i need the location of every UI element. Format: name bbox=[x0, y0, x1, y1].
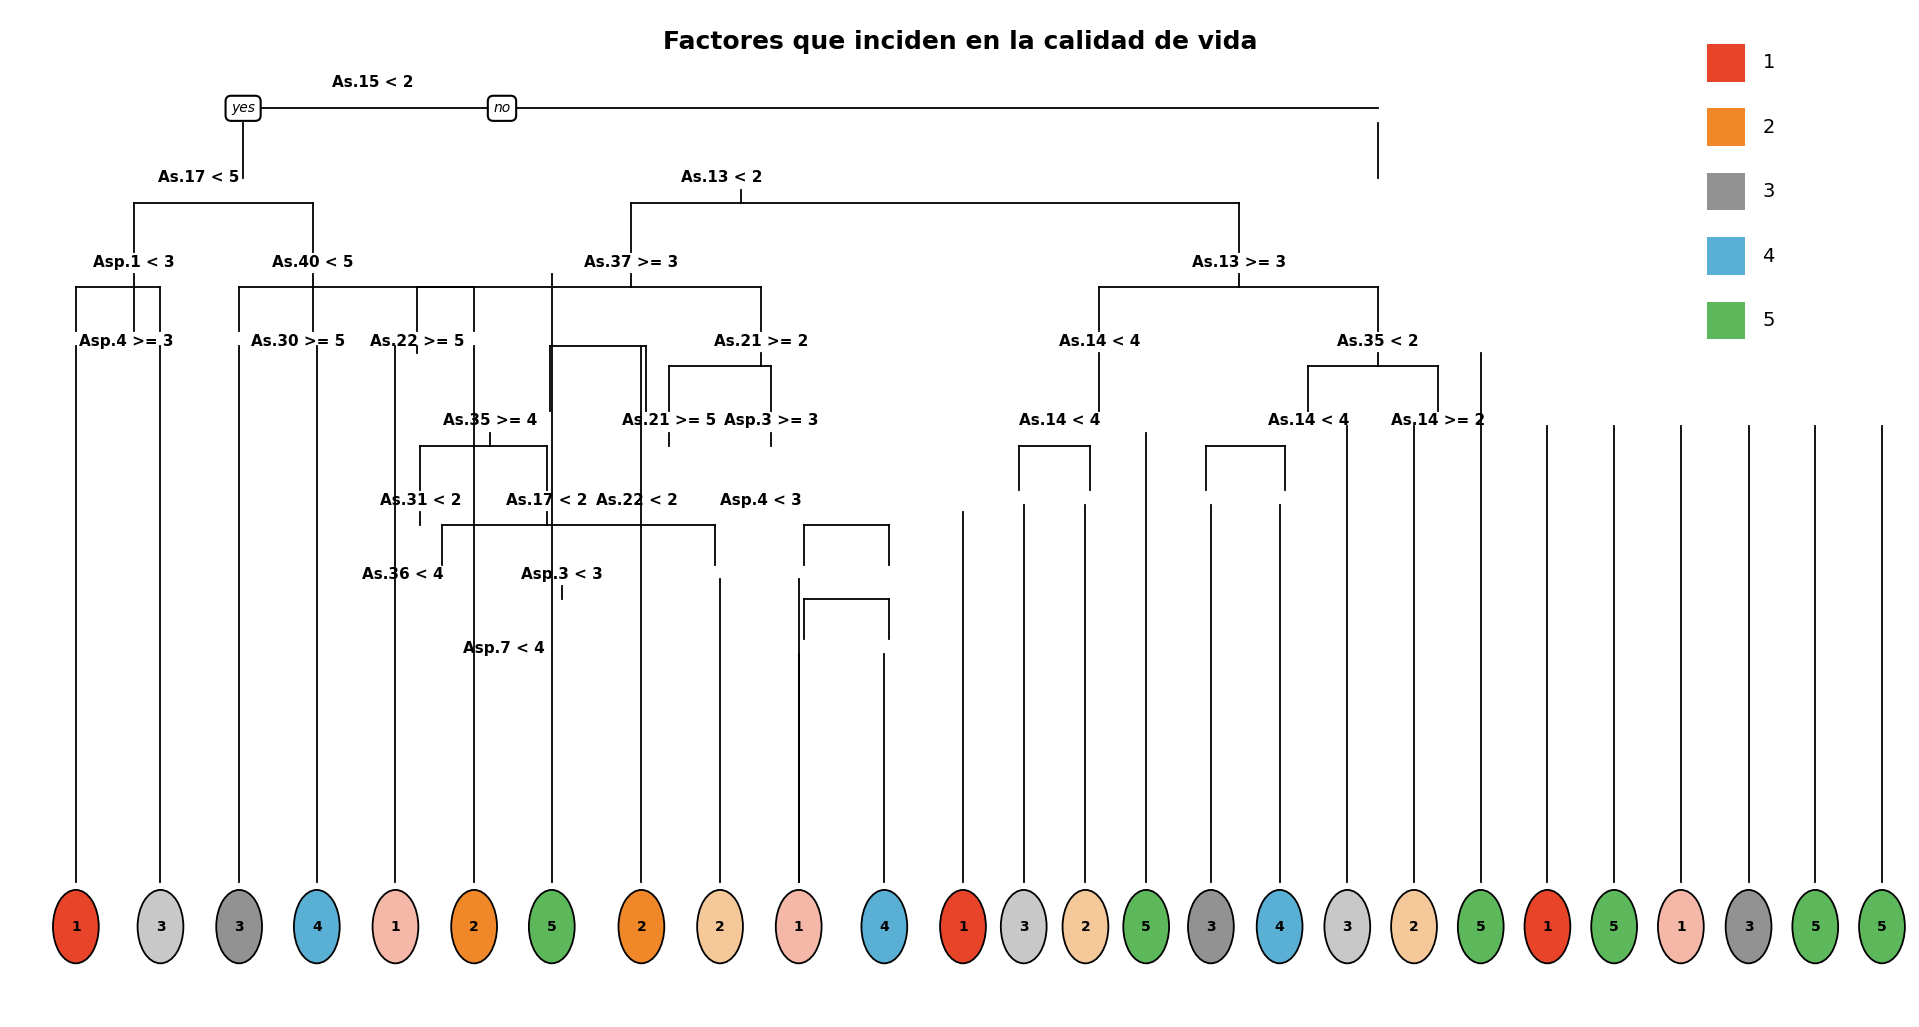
Bar bbox=[1706, 302, 1744, 340]
Text: 4: 4 bbox=[313, 919, 322, 934]
Ellipse shape bbox=[1591, 890, 1637, 963]
Bar bbox=[1706, 108, 1744, 146]
Ellipse shape bbox=[775, 890, 821, 963]
Text: As.14 < 4: As.14 < 4 bbox=[1268, 413, 1349, 428]
Ellipse shape bbox=[372, 890, 418, 963]
Ellipse shape bbox=[1123, 890, 1169, 963]
Text: As.15 < 2: As.15 < 2 bbox=[332, 75, 413, 90]
Text: 2: 2 bbox=[1762, 118, 1775, 137]
Text: 1: 1 bbox=[958, 919, 967, 934]
Text: Asp.4 >= 3: Asp.4 >= 3 bbox=[79, 334, 173, 349]
Ellipse shape bbox=[1792, 890, 1838, 963]
Text: As.14 >= 2: As.14 >= 2 bbox=[1391, 413, 1485, 428]
Text: 4: 4 bbox=[1762, 246, 1775, 266]
Text: 3: 3 bbox=[155, 919, 165, 934]
Text: As.31 < 2: As.31 < 2 bbox=[380, 493, 461, 507]
Text: 2: 2 bbox=[470, 919, 480, 934]
Text: 3: 3 bbox=[1205, 919, 1217, 934]
Text: As.30 >= 5: As.30 >= 5 bbox=[251, 334, 345, 349]
Ellipse shape bbox=[1458, 890, 1504, 963]
Ellipse shape bbox=[1188, 890, 1234, 963]
Text: As.14 < 4: As.14 < 4 bbox=[1059, 334, 1140, 349]
Ellipse shape bbox=[1391, 890, 1437, 963]
Text: As.14 < 4: As.14 < 4 bbox=[1019, 413, 1100, 428]
Ellipse shape bbox=[1860, 890, 1906, 963]
Text: As.21 >= 2: As.21 >= 2 bbox=[714, 334, 808, 349]
Ellipse shape bbox=[1725, 890, 1771, 963]
Text: 4: 4 bbox=[1274, 919, 1284, 934]
Text: As.21 >= 5: As.21 >= 5 bbox=[622, 413, 716, 428]
Text: 1: 1 bbox=[391, 919, 401, 934]
Ellipse shape bbox=[530, 890, 574, 963]
Text: 5: 5 bbox=[1476, 919, 1485, 934]
Text: Factores que inciden en la calidad de vida: Factores que inciden en la calidad de vi… bbox=[662, 30, 1257, 53]
Text: As.36 < 4: As.36 < 4 bbox=[361, 567, 443, 582]
Text: 3: 3 bbox=[234, 919, 244, 934]
Text: As.22 >= 5: As.22 >= 5 bbox=[370, 334, 464, 349]
Ellipse shape bbox=[217, 890, 263, 963]
Text: As.22 < 2: As.22 < 2 bbox=[597, 493, 677, 507]
Text: As.40 < 5: As.40 < 5 bbox=[272, 255, 353, 269]
Text: 2: 2 bbox=[637, 919, 647, 934]
Ellipse shape bbox=[1658, 890, 1704, 963]
Text: 1: 1 bbox=[71, 919, 81, 934]
Ellipse shape bbox=[138, 890, 184, 963]
Text: As.35 < 2: As.35 < 2 bbox=[1338, 334, 1418, 349]
Text: As.35 >= 4: As.35 >= 4 bbox=[443, 413, 537, 428]
Ellipse shape bbox=[1324, 890, 1370, 963]
Text: 5: 5 bbox=[1142, 919, 1151, 934]
Text: 5: 5 bbox=[1762, 311, 1775, 330]
Ellipse shape bbox=[54, 890, 98, 963]
Text: 1: 1 bbox=[794, 919, 804, 934]
Text: 5: 5 bbox=[1810, 919, 1819, 934]
Text: 1: 1 bbox=[1543, 919, 1552, 934]
Text: 1: 1 bbox=[1762, 53, 1775, 72]
Ellipse shape bbox=[618, 890, 664, 963]
Text: 3: 3 bbox=[1019, 919, 1029, 934]
Text: 1: 1 bbox=[1675, 919, 1685, 934]
Text: 5: 5 bbox=[1610, 919, 1620, 934]
Ellipse shape bbox=[1257, 890, 1303, 963]
Text: 3: 3 bbox=[1762, 182, 1775, 201]
Bar bbox=[1706, 237, 1744, 275]
Ellipse shape bbox=[1002, 890, 1046, 963]
Ellipse shape bbox=[1524, 890, 1570, 963]
Text: As.13 >= 3: As.13 >= 3 bbox=[1192, 255, 1286, 269]
Text: 2: 2 bbox=[1409, 919, 1418, 934]
Ellipse shape bbox=[294, 890, 340, 963]
Bar bbox=[1706, 44, 1744, 81]
Bar bbox=[1706, 173, 1744, 211]
Text: 4: 4 bbox=[879, 919, 888, 934]
Ellipse shape bbox=[1063, 890, 1109, 963]
Text: 2: 2 bbox=[716, 919, 725, 934]
Text: 3: 3 bbox=[1343, 919, 1353, 934]
Text: Asp.1 < 3: Asp.1 < 3 bbox=[92, 255, 175, 269]
Text: Asp.3 < 3: Asp.3 < 3 bbox=[520, 567, 603, 582]
Ellipse shape bbox=[451, 890, 497, 963]
Text: 2: 2 bbox=[1080, 919, 1090, 934]
Text: As.37 >= 3: As.37 >= 3 bbox=[583, 255, 679, 269]
Text: As.17 < 5: As.17 < 5 bbox=[159, 170, 240, 185]
Text: Asp.3 >= 3: Asp.3 >= 3 bbox=[723, 413, 817, 428]
Text: As.17 < 2: As.17 < 2 bbox=[507, 493, 587, 507]
Text: Asp.4 < 3: Asp.4 < 3 bbox=[720, 493, 802, 507]
Text: Asp.7 < 4: Asp.7 < 4 bbox=[462, 642, 545, 656]
Text: no: no bbox=[493, 102, 510, 115]
Text: 3: 3 bbox=[1744, 919, 1754, 934]
Text: 5: 5 bbox=[547, 919, 557, 934]
Ellipse shape bbox=[940, 890, 986, 963]
Text: As.13 < 2: As.13 < 2 bbox=[681, 170, 762, 185]
Text: 5: 5 bbox=[1877, 919, 1886, 934]
Ellipse shape bbox=[862, 890, 908, 963]
Ellipse shape bbox=[697, 890, 743, 963]
Text: yes: yes bbox=[230, 102, 255, 115]
